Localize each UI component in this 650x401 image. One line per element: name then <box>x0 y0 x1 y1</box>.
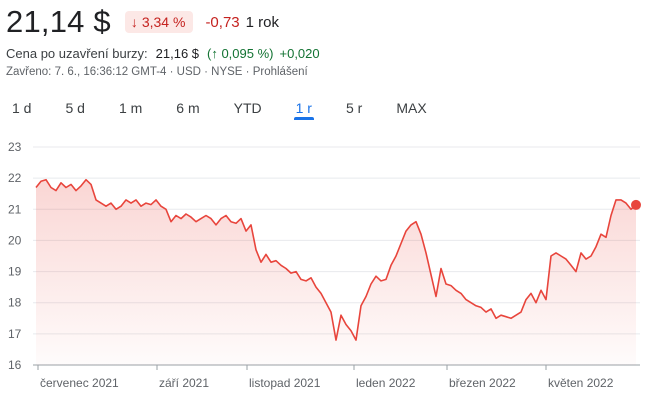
x-tick-label: březen 2022 <box>449 376 516 390</box>
chart-area-layer <box>36 179 636 365</box>
change-percent-badge: ↓ 3,34 % <box>124 11 194 33</box>
y-tick-label: 23 <box>8 140 22 154</box>
market-closed-info: Zavřeno: 7. 6., 16:36:12 GMT-4 · USD · N… <box>6 66 253 78</box>
tab-1r[interactable]: 1 r <box>293 98 315 120</box>
current-price-marker <box>631 199 641 210</box>
change-absolute: -0,73 1 rok <box>205 14 279 31</box>
y-tick-label: 16 <box>8 358 22 372</box>
change-absolute-value: -0,73 <box>205 13 240 31</box>
market-status: Zavřeno: 7. 6., 16:36:12 GMT-4 · USD · N… <box>6 66 308 78</box>
x-axis-labels: červenec 2021 září 2021 listopad 2021 leden… <box>37 365 614 390</box>
x-tick-label: květen 2022 <box>548 376 614 390</box>
tab-ytd[interactable]: YTD <box>233 100 262 116</box>
quote-header: 21,14 $ ↓ 3,34 % -0,73 1 rok <box>6 4 279 40</box>
after-hours-price: 21,16 $ <box>155 46 200 61</box>
after-hours-label: Cena po uzavření burzy: <box>6 46 148 61</box>
price-line <box>35 178 637 341</box>
change-percent: 3,34 % <box>141 14 186 30</box>
y-tick-label: 22 <box>8 171 22 185</box>
y-tick-label: 20 <box>8 233 22 247</box>
y-axis-labels: 23 22 21 20 19 18 17 16 <box>8 140 22 372</box>
tab-5r[interactable]: 5 r <box>345 100 363 116</box>
after-hours-change-absolute: +0,020 <box>279 46 320 61</box>
x-tick-label: listopad 2021 <box>249 376 321 390</box>
tab-6m[interactable]: 6 m <box>176 100 200 116</box>
disclaimer-link[interactable]: Prohlášení <box>252 66 308 78</box>
tab-1m[interactable]: 1 m <box>118 100 143 116</box>
chart-line-layer <box>35 178 641 341</box>
range-tabs: 1 d 5 d 1 m 6 m YTD 1 r 5 r MAX <box>10 98 459 124</box>
price-chart[interactable]: 23 22 21 20 19 18 17 16 červenec 2021 září 2021 l… <box>0 130 650 401</box>
arrow-down-icon: ↓ <box>130 14 138 30</box>
current-price: 21,14 $ <box>6 4 111 39</box>
after-hours-change-percent: (↑ 0,095 %) <box>207 46 274 61</box>
price-area <box>36 179 636 365</box>
x-tick-label: červenec 2021 <box>40 376 119 390</box>
after-hours-row: Cena po uzavření burzy: 21,16 $ (↑ 0,095… <box>6 46 320 61</box>
x-tick-label: leden 2022 <box>356 376 416 390</box>
tab-1d[interactable]: 1 d <box>12 100 32 116</box>
y-tick-label: 21 <box>8 202 22 216</box>
tab-max[interactable]: MAX <box>396 100 427 116</box>
change-period: 1 rok <box>245 13 279 31</box>
y-tick-label: 17 <box>8 327 22 341</box>
tab-5d[interactable]: 5 d <box>65 100 85 116</box>
y-tick-label: 18 <box>8 296 22 310</box>
y-tick-label: 19 <box>8 265 22 279</box>
x-tick-label: září 2021 <box>159 376 209 390</box>
